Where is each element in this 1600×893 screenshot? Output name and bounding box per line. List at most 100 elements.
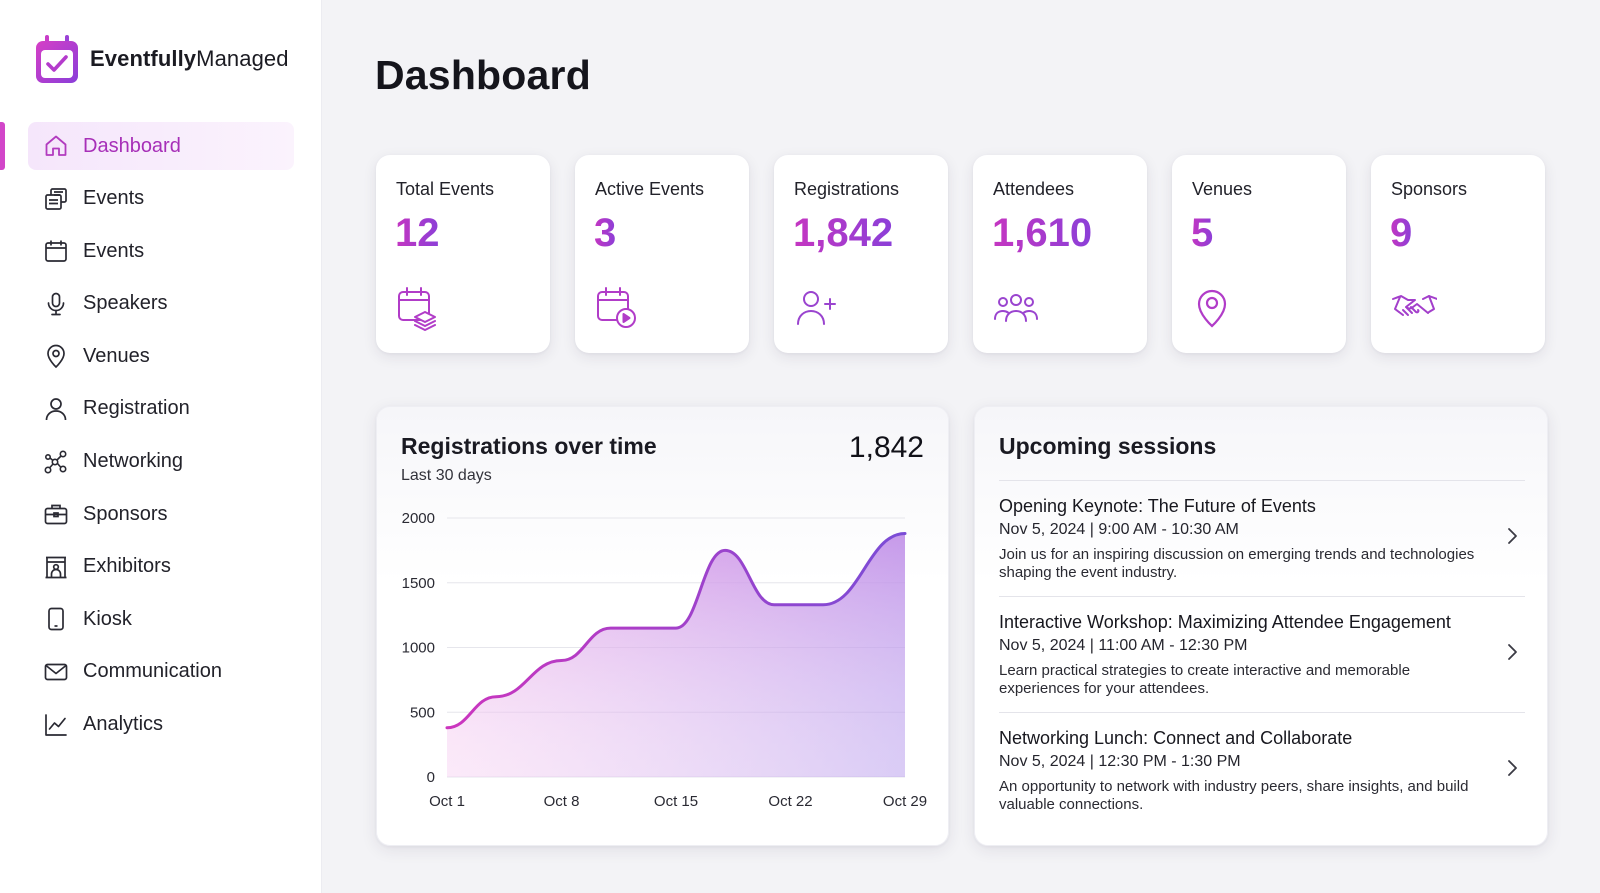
sidebar-item-registration[interactable]: Registration — [28, 385, 294, 433]
y-tick-label: 500 — [410, 704, 435, 721]
stat-value: 1,842 — [793, 211, 894, 255]
upcoming-sessions-panel: Upcoming sessions Opening Keynote: The F… — [974, 406, 1548, 846]
y-tick-label: 0 — [427, 769, 435, 786]
x-tick-label: Oct 22 — [768, 793, 812, 810]
chevron-right-icon[interactable] — [1503, 758, 1521, 778]
area-fill-tint — [447, 533, 905, 777]
event-list-icon — [43, 186, 69, 212]
chart-total: 1,842 — [848, 431, 924, 464]
sidebar-item-label: Venues — [83, 344, 150, 367]
sidebar-item-label: Events — [83, 187, 145, 210]
tablet-icon — [43, 606, 69, 632]
user-add-icon — [794, 285, 840, 331]
x-tick-label: Oct 29 — [883, 793, 927, 810]
stat-card-attendees[interactable]: Attendees 1,610 — [973, 155, 1147, 353]
sidebar-item-dashboard[interactable]: Dashboard — [28, 122, 294, 170]
brand[interactable]: EventfullyManaged — [34, 33, 289, 85]
stat-card-sponsors[interactable]: Sponsors 9 — [1371, 155, 1545, 353]
stat-label: Registrations — [794, 179, 900, 199]
chart-subtitle: Last 30 days — [401, 467, 492, 484]
stat-card-venues[interactable]: Venues 5 — [1172, 155, 1346, 353]
registrations-chart[interactable]: 0 500 1000 1500 2000 Oct 1 Oct 8 Oct 15 Oct 22 O… — [377, 407, 950, 847]
session-title: Opening Keynote: The Future of Events — [999, 496, 1316, 516]
session-item[interactable]: Interactive Workshop: Maximizing Attende… — [999, 612, 1525, 724]
stat-card-active-events[interactable]: Active Events 3 — [575, 155, 749, 353]
session-title: Networking Lunch: Connect and Collaborat… — [999, 728, 1353, 748]
stat-label: Attendees — [993, 179, 1075, 199]
stat-value: 5 — [1191, 211, 1214, 255]
sidebar-item-label: Kiosk — [83, 607, 132, 630]
active-nav-indicator — [0, 122, 5, 170]
calendar-stack-icon — [396, 285, 442, 331]
sessions-title: Upcoming sessions — [999, 433, 1217, 459]
sidebar-item-label: Registration — [83, 397, 190, 420]
session-time: Nov 5, 2024 | 9:00 AM - 10:30 AM — [999, 521, 1239, 538]
stat-value: 12 — [395, 211, 440, 255]
sidebar-item-exhibitors[interactable]: Exhibitors — [28, 543, 294, 591]
location-pin-icon — [43, 343, 69, 369]
user-icon — [43, 396, 69, 422]
mail-icon — [43, 659, 69, 685]
line-chart-icon — [43, 712, 69, 738]
chart-title: Registrations over time — [401, 433, 657, 459]
x-tick-label: Oct 1 — [429, 793, 465, 810]
sidebar-item-events[interactable]: Events — [28, 175, 294, 223]
sidebar-item-venues[interactable]: Venues — [28, 332, 294, 380]
microphone-icon — [43, 291, 69, 317]
sidebar-item-events-calendar[interactable]: Events — [28, 227, 294, 275]
sidebar-nav: Dashboard Events Events Speakers Venues — [28, 122, 294, 753]
handshake-icon — [1391, 285, 1438, 331]
sidebar-item-label: Communication — [83, 660, 222, 683]
calendar-play-icon — [595, 285, 641, 331]
sidebar-item-label: Networking — [83, 450, 184, 473]
x-tick-label: Oct 8 — [544, 793, 580, 810]
registrations-chart-panel: Registrations over time Last 30 days 1,8… — [376, 406, 949, 846]
divider — [999, 480, 1525, 481]
sidebar-item-label: Events — [83, 239, 145, 262]
stat-value: 9 — [1390, 211, 1413, 255]
series-line — [445, 532, 907, 730]
group-icon — [993, 285, 1039, 331]
sidebar: EventfullyManaged Dashboard Events Event… — [0, 0, 322, 893]
stat-value: 1,610 — [992, 211, 1093, 255]
stat-label: Venues — [1192, 179, 1253, 199]
briefcase-icon — [43, 501, 69, 527]
network-icon — [43, 449, 69, 475]
divider — [999, 712, 1525, 713]
stat-value: 3 — [594, 211, 617, 255]
brand-name: EventfullyManaged — [90, 46, 289, 71]
session-item[interactable]: Opening Keynote: The Future of Events No… — [999, 496, 1525, 608]
home-icon — [43, 133, 69, 159]
y-tick-label: 1500 — [402, 575, 435, 592]
session-description: An opportunity to network with industry … — [999, 778, 1469, 813]
stat-label: Active Events — [595, 179, 705, 199]
session-description: Learn practical strategies to create int… — [999, 662, 1411, 697]
sidebar-item-label: Dashboard — [83, 134, 181, 157]
stat-label: Total Events — [396, 179, 495, 199]
x-tick-label: Oct 15 — [654, 793, 698, 810]
sidebar-item-communication[interactable]: Communication — [28, 648, 294, 696]
sidebar-item-speakers[interactable]: Speakers — [28, 280, 294, 328]
session-title: Interactive Workshop: Maximizing Attende… — [999, 612, 1451, 632]
sidebar-item-sponsors[interactable]: Sponsors — [28, 490, 294, 538]
y-tick-label: 1000 — [402, 640, 435, 657]
stat-card-registrations[interactable]: Registrations 1,842 — [774, 155, 948, 353]
sidebar-item-kiosk[interactable]: Kiosk — [28, 595, 294, 643]
sidebar-item-label: Analytics — [83, 713, 164, 736]
chevron-right-icon[interactable] — [1503, 526, 1521, 546]
sidebar-item-label: Speakers — [83, 292, 168, 315]
y-tick-label: 2000 — [402, 510, 435, 527]
chevron-right-icon[interactable] — [1503, 642, 1521, 662]
stat-label: Sponsors — [1391, 179, 1468, 199]
stat-card-total-events[interactable]: Total Events 12 — [376, 155, 550, 353]
calendar-check-icon — [34, 33, 80, 85]
session-item[interactable]: Networking Lunch: Connect and Collaborat… — [999, 728, 1525, 840]
sidebar-item-networking[interactable]: Networking — [28, 438, 294, 486]
session-time: Nov 5, 2024 | 12:30 PM - 1:30 PM — [999, 753, 1241, 770]
session-description: Join us for an inspiring discussion on e… — [999, 546, 1475, 581]
sidebar-item-analytics[interactable]: Analytics — [28, 701, 294, 749]
divider — [999, 596, 1525, 597]
location-pin-icon — [1192, 285, 1238, 331]
booth-icon — [43, 554, 69, 580]
calendar-icon — [43, 238, 69, 264]
